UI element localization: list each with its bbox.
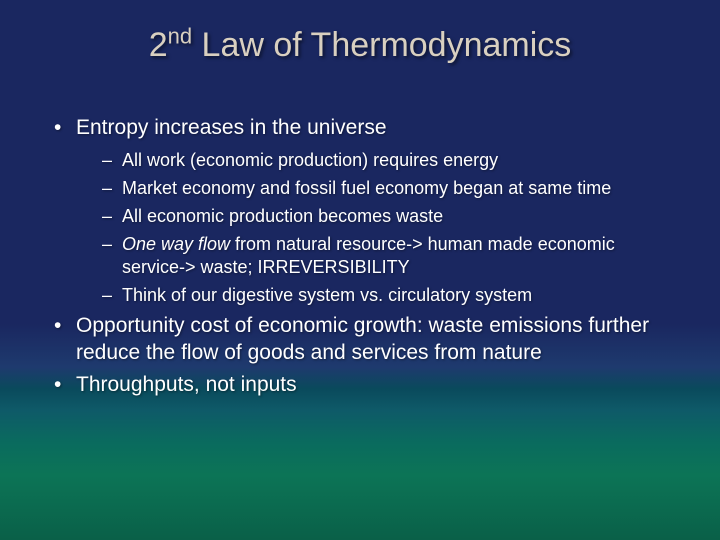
sub-bullet-text: All economic production becomes waste: [122, 206, 443, 226]
sub-bullet-item: One way flow from natural resource-> hum…: [100, 233, 680, 279]
sub-bullet-text: All work (economic production) requires …: [122, 150, 498, 170]
bullet-item: Entropy increases in the universe All wo…: [48, 115, 680, 307]
sub-bullet-text: Think of our digestive system vs. circul…: [122, 285, 532, 305]
bullet-item: Throughputs, not inputs: [48, 372, 680, 398]
slide-title: 2nd Law of Thermodynamics: [40, 26, 680, 65]
bullet-list-level1: Entropy increases in the universe All wo…: [40, 115, 680, 398]
sub-bullet-italic: One way flow: [122, 234, 230, 254]
title-prefix: 2: [149, 26, 168, 64]
slide: 2nd Law of Thermodynamics Entropy increa…: [0, 0, 720, 540]
title-superscript: nd: [168, 24, 192, 49]
sub-bullet-text: Market economy and fossil fuel economy b…: [122, 178, 611, 198]
sub-bullet-item: All economic production becomes waste: [100, 205, 680, 228]
bullet-text: Opportunity cost of economic growth: was…: [76, 314, 649, 363]
bullet-list-level2: All work (economic production) requires …: [76, 149, 680, 307]
bullet-text: Throughputs, not inputs: [76, 373, 297, 396]
title-rest: Law of Thermodynamics: [192, 26, 571, 64]
sub-bullet-item: Market economy and fossil fuel economy b…: [100, 177, 680, 200]
sub-bullet-item: Think of our digestive system vs. circul…: [100, 284, 680, 307]
bullet-item: Opportunity cost of economic growth: was…: [48, 313, 680, 366]
bullet-text: Entropy increases in the universe: [76, 116, 387, 139]
sub-bullet-item: All work (economic production) requires …: [100, 149, 680, 172]
